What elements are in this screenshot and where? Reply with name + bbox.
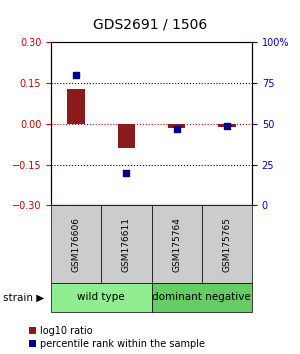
Point (74, 72, 79, 78)
Bar (101, 205, 152, 283)
Bar (67, 88, 85, 124)
Text: GSM175765: GSM175765 (222, 217, 231, 272)
Text: GSM175764: GSM175764 (172, 217, 181, 272)
Text: GDS2691 / 1506: GDS2691 / 1506 (93, 18, 207, 32)
Point (174, 126, 179, 132)
Bar (152, 283, 252, 312)
Bar (51, 283, 152, 312)
Bar (152, 205, 202, 283)
Bar (202, 205, 252, 283)
Text: wild type: wild type (77, 292, 125, 302)
Text: dominant negative: dominant negative (152, 292, 251, 302)
Bar (168, 124, 185, 128)
Point (224, 123, 229, 129)
Bar (118, 124, 135, 148)
Legend: log10 ratio, percentile rank within the sample: log10 ratio, percentile rank within the … (29, 326, 205, 349)
Text: GSM176606: GSM176606 (72, 217, 81, 272)
Bar (51, 205, 101, 283)
Point (124, 170, 129, 176)
Bar (218, 124, 236, 127)
Text: GSM176611: GSM176611 (122, 217, 131, 272)
Text: strain ▶: strain ▶ (3, 292, 44, 302)
